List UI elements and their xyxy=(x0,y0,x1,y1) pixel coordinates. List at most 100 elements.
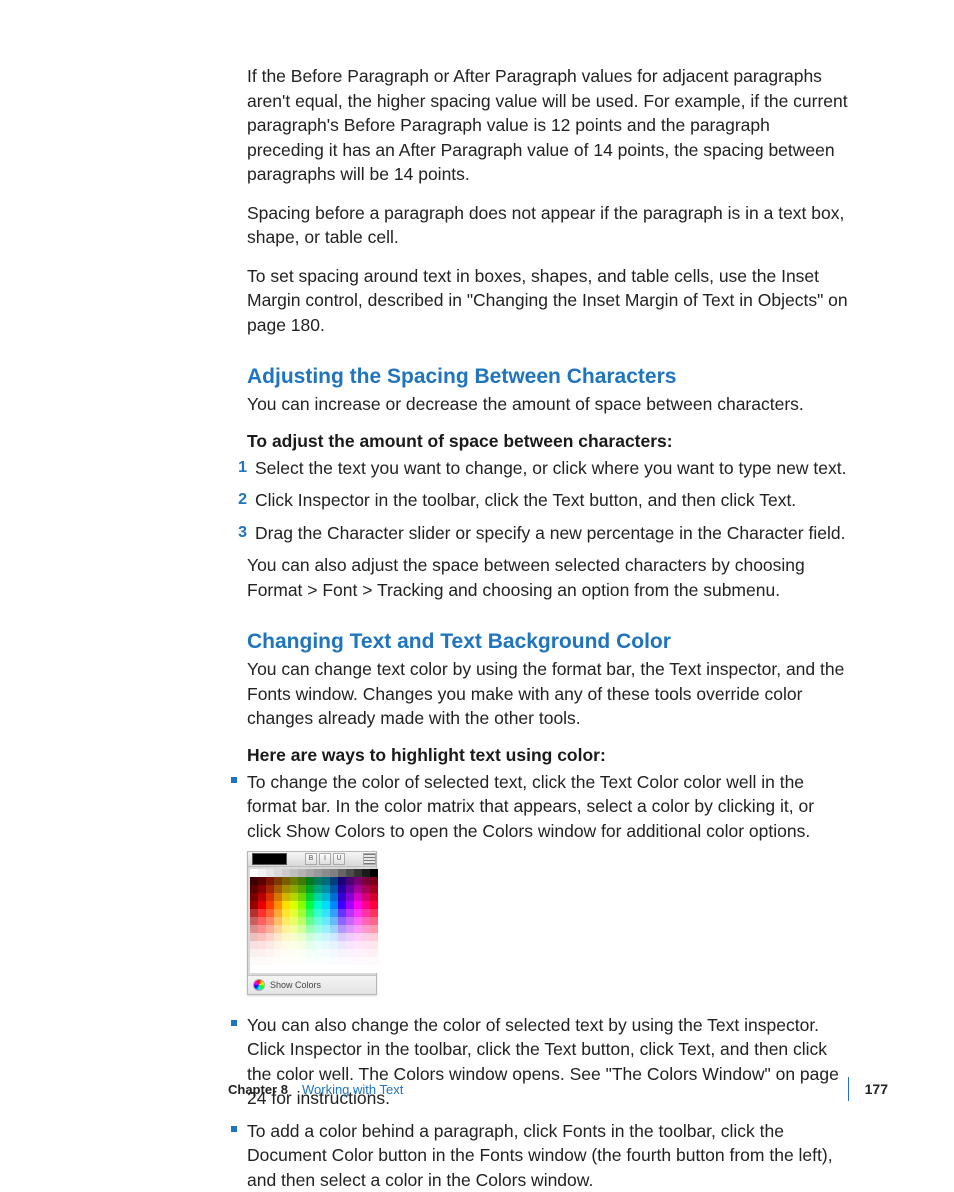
color-cell xyxy=(290,925,298,933)
color-cell xyxy=(266,885,274,893)
color-cell xyxy=(290,893,298,901)
color-cell xyxy=(282,941,290,949)
color-cell xyxy=(370,917,378,925)
section-intro: You can change text color by using the f… xyxy=(247,657,849,731)
color-cell xyxy=(338,957,346,965)
steps-lead: To adjust the amount of space between ch… xyxy=(247,431,849,452)
color-cell xyxy=(250,917,258,925)
underline-icon: U xyxy=(333,853,345,865)
italic-icon: I xyxy=(319,853,331,865)
bullet-square-icon xyxy=(227,770,247,783)
color-cell xyxy=(250,949,258,957)
color-cell xyxy=(370,925,378,933)
color-cell xyxy=(346,893,354,901)
color-cell xyxy=(314,917,322,925)
color-cell xyxy=(362,925,370,933)
color-cell xyxy=(314,909,322,917)
color-cell xyxy=(290,909,298,917)
color-cell xyxy=(282,869,290,877)
color-cell xyxy=(282,957,290,965)
color-cell xyxy=(370,885,378,893)
color-cell xyxy=(282,909,290,917)
color-cell xyxy=(250,965,258,973)
step-number: 2 xyxy=(227,488,255,512)
color-cell xyxy=(250,933,258,941)
color-cell xyxy=(282,893,290,901)
color-cell xyxy=(298,965,306,973)
color-cell xyxy=(354,949,362,957)
color-cell xyxy=(314,933,322,941)
color-cell xyxy=(258,877,266,885)
color-cell xyxy=(290,957,298,965)
color-cell xyxy=(306,933,314,941)
footer-divider xyxy=(848,1077,849,1101)
color-cell xyxy=(314,941,322,949)
color-cell xyxy=(266,877,274,885)
color-cell xyxy=(346,885,354,893)
color-cell xyxy=(290,877,298,885)
color-cell xyxy=(330,957,338,965)
color-cell xyxy=(330,949,338,957)
color-cell xyxy=(346,869,354,877)
bullet-text: To add a color behind a paragraph, click… xyxy=(247,1119,849,1192)
text-style-buttons: B I U xyxy=(305,853,345,865)
color-cell xyxy=(314,869,322,877)
body-paragraph: If the Before Paragraph or After Paragra… xyxy=(247,64,849,187)
color-cell xyxy=(354,869,362,877)
color-cell xyxy=(266,949,274,957)
color-cell xyxy=(290,917,298,925)
color-cell xyxy=(258,949,266,957)
color-cell xyxy=(258,893,266,901)
color-cell xyxy=(274,869,282,877)
color-cell xyxy=(282,925,290,933)
color-cell xyxy=(282,901,290,909)
color-cell xyxy=(330,933,338,941)
color-cell xyxy=(330,925,338,933)
color-cell xyxy=(338,941,346,949)
align-icon xyxy=(363,853,376,865)
color-cell xyxy=(322,925,330,933)
color-cell xyxy=(306,965,314,973)
color-cell xyxy=(274,893,282,901)
color-cell xyxy=(266,925,274,933)
color-cell xyxy=(258,941,266,949)
color-cell xyxy=(282,949,290,957)
color-cell xyxy=(370,869,378,877)
color-cell xyxy=(258,965,266,973)
bullet-square-icon xyxy=(227,1119,247,1132)
color-cell xyxy=(322,949,330,957)
color-cell xyxy=(274,965,282,973)
color-cell xyxy=(330,893,338,901)
color-cell xyxy=(314,901,322,909)
body-paragraph: To set spacing around text in boxes, sha… xyxy=(247,264,849,338)
color-cell xyxy=(322,933,330,941)
color-cell xyxy=(314,957,322,965)
color-cell xyxy=(274,901,282,909)
color-cell xyxy=(274,917,282,925)
current-color-swatch xyxy=(252,853,287,865)
color-cell xyxy=(298,941,306,949)
color-cell xyxy=(322,885,330,893)
color-cell xyxy=(258,869,266,877)
color-cell xyxy=(370,933,378,941)
color-cell xyxy=(258,957,266,965)
color-cell xyxy=(346,901,354,909)
bullet-row: To change the color of selected text, cl… xyxy=(247,770,849,844)
color-cell xyxy=(322,877,330,885)
color-cell xyxy=(274,933,282,941)
color-cell xyxy=(250,901,258,909)
color-cell xyxy=(282,933,290,941)
show-colors-label: Show Colors xyxy=(270,980,321,990)
color-cell xyxy=(362,877,370,885)
bullet-square-icon xyxy=(227,1013,247,1026)
color-cell xyxy=(258,885,266,893)
color-cell xyxy=(282,885,290,893)
color-cell xyxy=(338,885,346,893)
color-cell xyxy=(274,909,282,917)
color-cell xyxy=(330,901,338,909)
color-cell xyxy=(330,965,338,973)
color-cell xyxy=(338,917,346,925)
color-cell xyxy=(346,877,354,885)
color-cell xyxy=(258,901,266,909)
color-cell xyxy=(362,901,370,909)
